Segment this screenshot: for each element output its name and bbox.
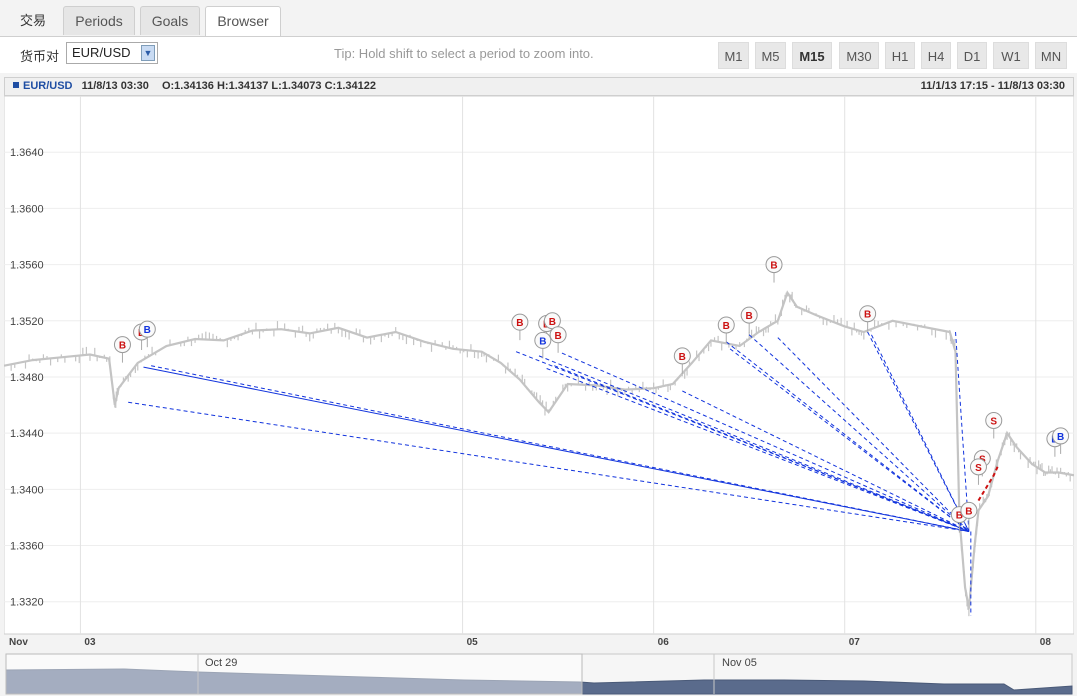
pair-select[interactable]: EUR/USD ▼ (66, 42, 158, 64)
y-tick-label: 1.3640 (10, 147, 44, 159)
timeframe-m1[interactable]: M1 (718, 42, 749, 69)
pair-select-value: EUR/USD (72, 45, 131, 60)
marker-badge (740, 306, 758, 324)
navigator-window-handle[interactable] (5, 653, 583, 695)
marker-label: S (975, 463, 982, 474)
trade-line (748, 334, 970, 532)
marker-label: B (770, 261, 777, 272)
trade-lines (128, 331, 999, 616)
marker-badge (985, 411, 1003, 429)
sell-trade-line (977, 466, 999, 502)
navigator-label: Nov 05 (722, 657, 757, 669)
timeframe-m30[interactable]: M30 (839, 42, 879, 69)
bar-datetime: 11/8/13 03:30 (81, 80, 149, 92)
y-tick-label: 1.3560 (10, 260, 44, 272)
x-tick-label: 07 (849, 637, 861, 648)
navigator-label: Oct 29 (205, 657, 237, 669)
trade-line (151, 365, 970, 532)
ohlc-readout: O:1.34136 H:1.34137 L:1.34073 C:1.34122 (161, 80, 376, 92)
marker-badge (717, 316, 735, 334)
toolbar: 货币对 EUR/USD ▼ Tip: Hold shift to select … (0, 37, 1077, 73)
zoom-tip: Tip: Hold shift to select a period to zo… (334, 46, 594, 61)
y-tick-label: 1.3440 (10, 428, 44, 440)
trade-line (725, 341, 970, 532)
x-tick-label: 06 (658, 637, 670, 648)
y-tick-label: 1.3600 (10, 203, 44, 215)
chevron-down-icon[interactable]: ▼ (141, 45, 155, 61)
marker-label: B (723, 321, 730, 332)
timeframe-h4[interactable]: H4 (921, 42, 951, 69)
marker-label: B (119, 341, 126, 352)
marker-badge (511, 313, 529, 331)
timeframe-m5[interactable]: M5 (755, 42, 786, 69)
marker-badge (113, 336, 131, 354)
x-axis: Nov 03 05 06 07 08 (9, 637, 1051, 648)
tab-browser[interactable]: Browser (205, 6, 281, 36)
marker-badge (765, 256, 783, 274)
y-tick-label: 1.3360 (10, 541, 44, 553)
plot-area (4, 96, 1074, 635)
marker-label: B (679, 352, 686, 363)
timeframe-mn[interactable]: MN (1035, 42, 1067, 69)
trade-line (128, 401, 969, 532)
price-line (4, 290, 1074, 609)
marker-label: B (746, 311, 753, 322)
trade-line (554, 365, 970, 532)
marker-badge (960, 501, 978, 519)
marker-badge (534, 331, 552, 349)
marker-label: B (864, 310, 871, 321)
y-tick-label: 1.3520 (10, 316, 44, 328)
tab-goals[interactable]: Goals (140, 6, 200, 35)
marker-label: B (956, 511, 963, 522)
marker-label: B (554, 331, 561, 342)
marker-badge (969, 458, 987, 476)
marker-badge (859, 305, 877, 323)
marker-badge (673, 347, 691, 365)
trade-line (871, 334, 970, 532)
quote-info-bar: EUR/USD 11/8/13 03:30 O:1.34136 H:1.3413… (4, 77, 1074, 96)
series-swatch-icon (13, 82, 19, 88)
x-tick-label: 03 (84, 637, 96, 648)
timeframe-m15[interactable]: M15 (792, 42, 832, 69)
tab-periods[interactable]: Periods (63, 6, 135, 35)
x-tick-label: Nov (9, 637, 28, 648)
tab-trade[interactable]: 交易 (19, 13, 46, 28)
marker-label: S (990, 416, 997, 427)
y-tick-label: 1.3320 (10, 597, 44, 609)
marker-badge (1052, 427, 1070, 445)
trade-line (538, 355, 970, 532)
trade-line (867, 331, 970, 532)
trade-markers[interactable]: BBBBBBBBBBBBBBBSSSBB (113, 256, 1070, 533)
y-tick-label: 1.3400 (10, 484, 44, 496)
navigator-series (5, 668, 1073, 695)
marker-label: B (144, 325, 151, 336)
trade-line (777, 337, 970, 532)
y-axis: 1.3320 1.3360 1.3400 1.3440 1.3480 1.3520 1.35… (10, 147, 44, 609)
marker-label: B (539, 336, 546, 347)
marker-badge (138, 320, 156, 338)
pair-label: 货币对 (20, 49, 60, 64)
marker-label: B (965, 506, 972, 517)
marker-label: B (1057, 432, 1064, 443)
y-tick-label: 1.3480 (10, 372, 44, 384)
trade-line (955, 331, 970, 532)
trade-line (729, 348, 970, 532)
tab-bar: 交易 Periods Goals Browser (0, 0, 1077, 37)
visible-range: 11/1/13 17:15 - 11/8/13 03:30 (920, 80, 1065, 92)
timeframe-h1[interactable]: H1 (885, 42, 915, 69)
x-tick-label: 05 (467, 637, 479, 648)
x-tick-label: 08 (1040, 637, 1052, 648)
marker-label: B (549, 317, 556, 328)
price-series (4, 290, 1074, 617)
marker-label: B (516, 318, 523, 329)
navigator[interactable]: Oct 29 Nov 05 (5, 653, 1073, 695)
trade-line (546, 368, 970, 532)
price-chart[interactable]: 1.3320 1.3360 1.3400 1.3440 1.3480 1.3520 1.35… (4, 96, 1074, 696)
timeframe-w1[interactable]: W1 (993, 42, 1029, 69)
marker-badge (549, 326, 567, 344)
symbol-label: EUR/USD (23, 80, 73, 92)
timeframe-d1[interactable]: D1 (957, 42, 987, 69)
